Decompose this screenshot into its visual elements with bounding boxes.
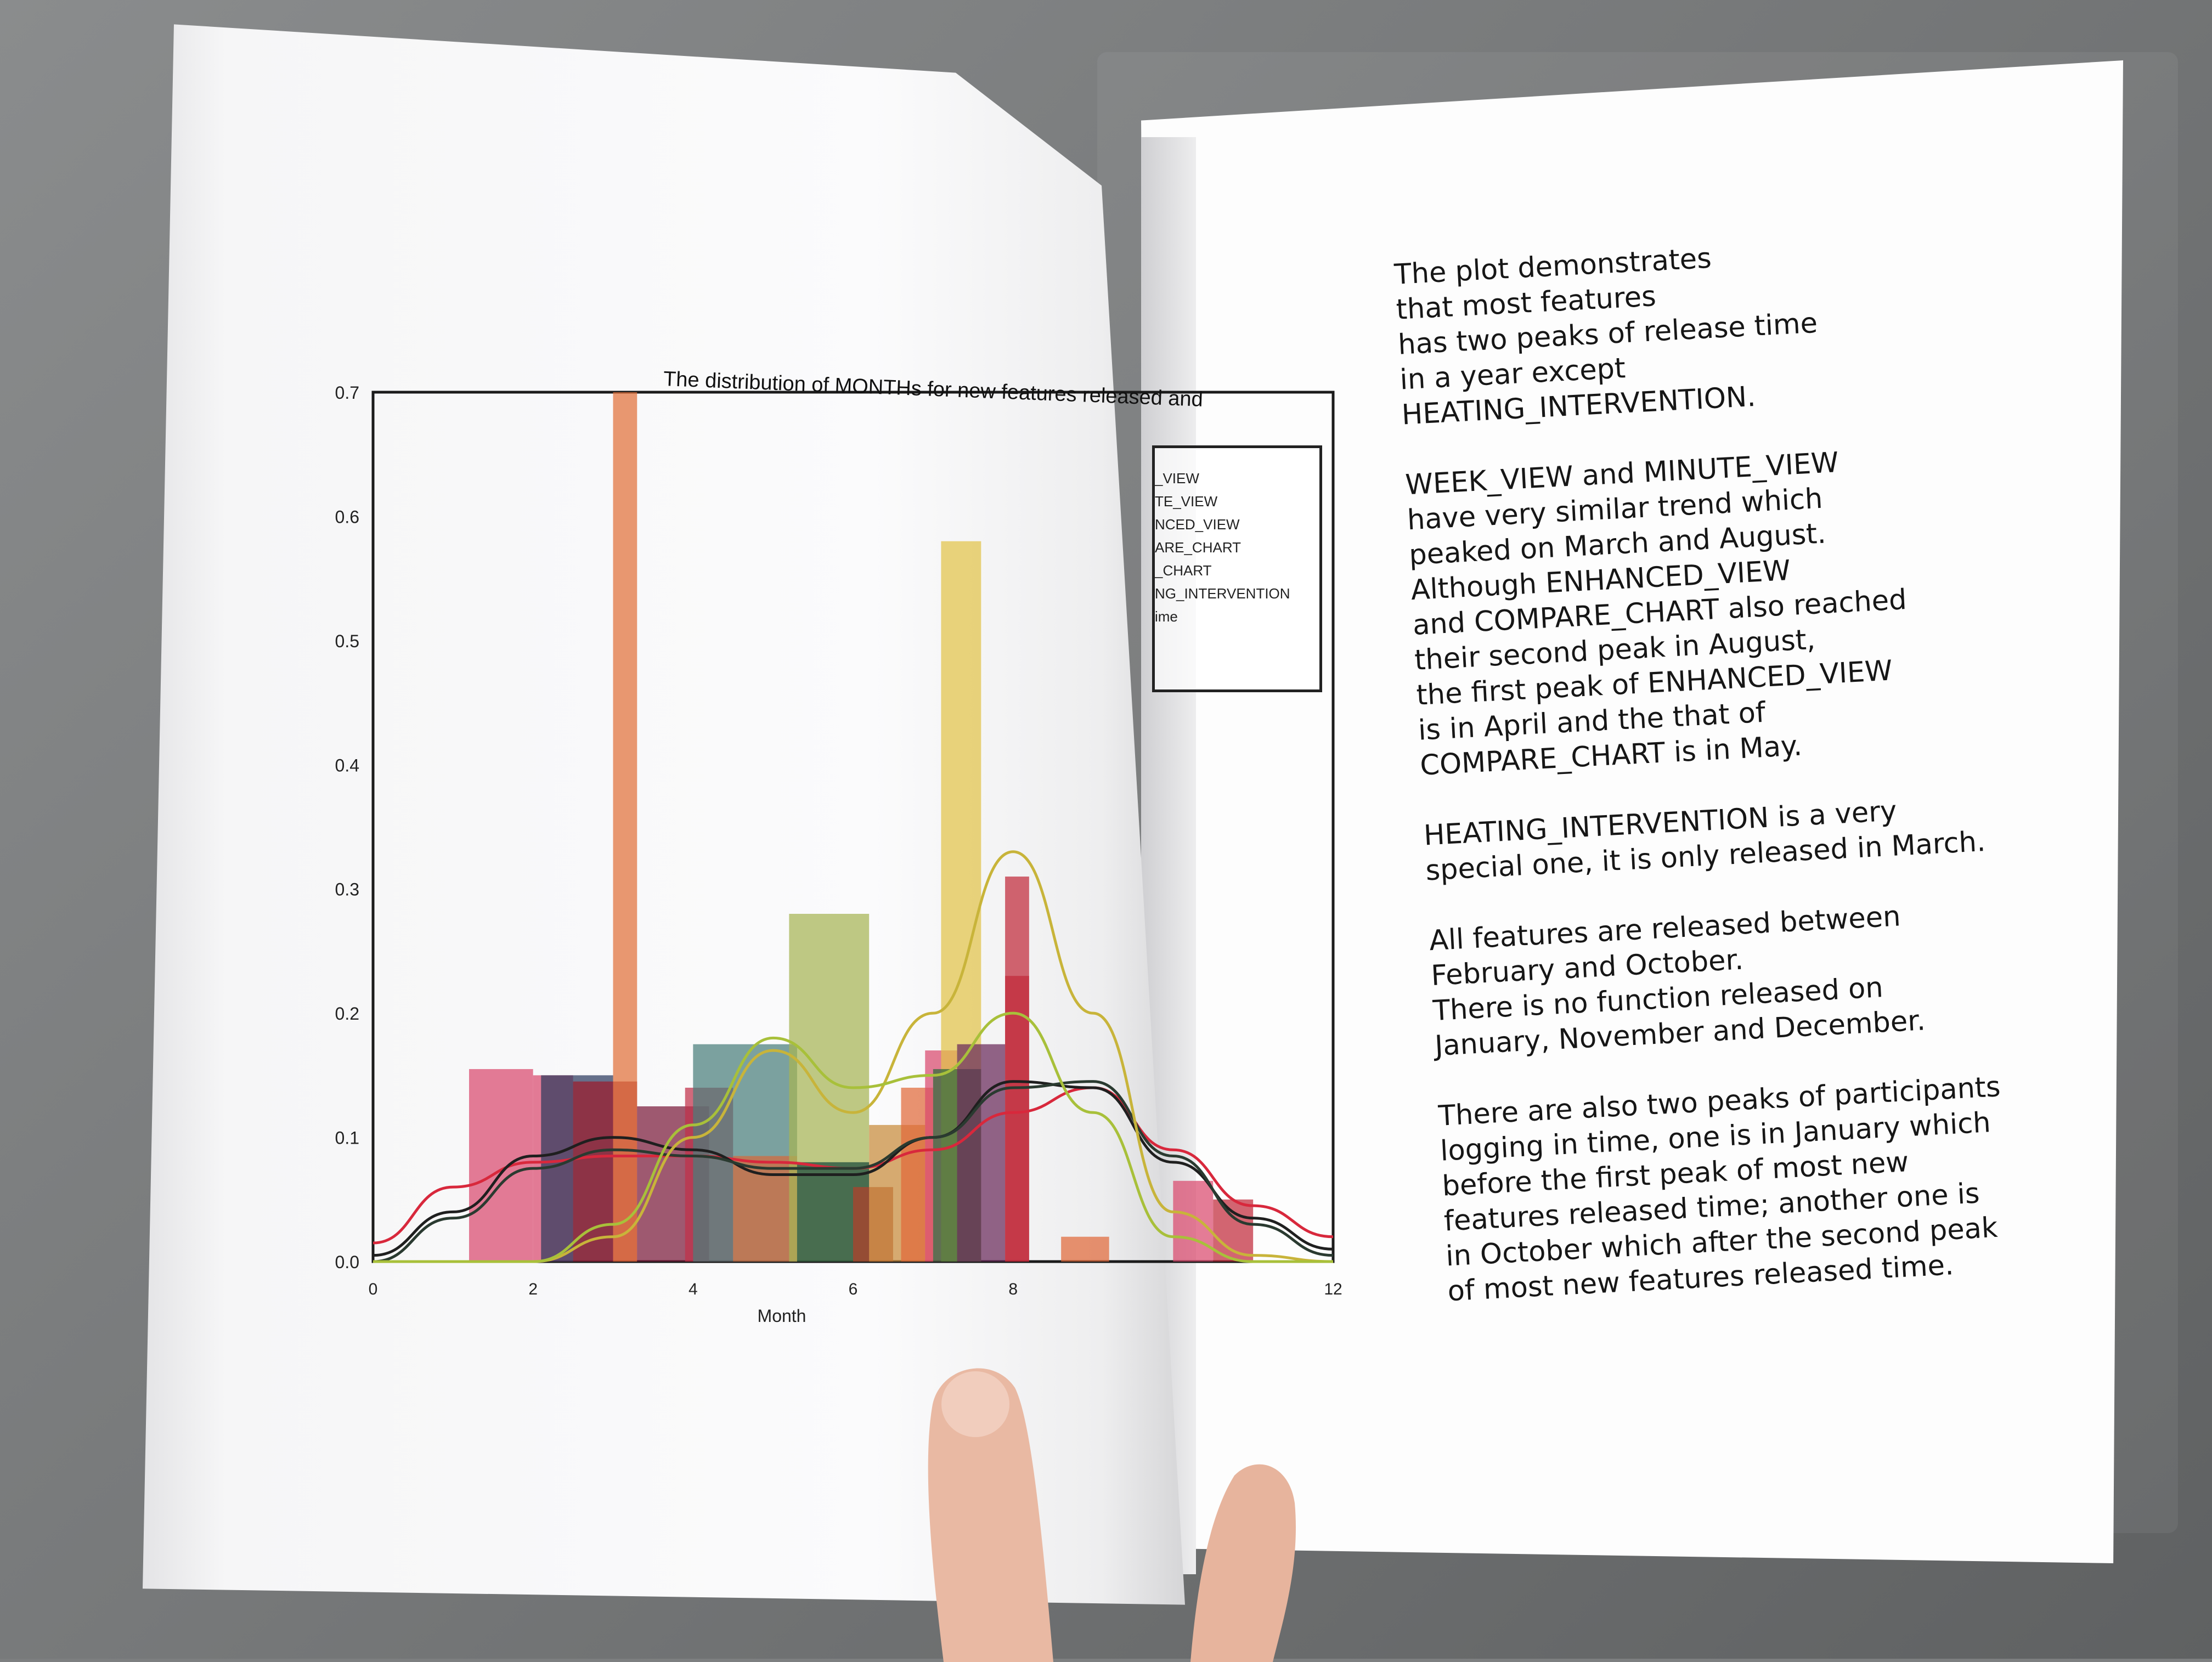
legend-entry: NG_INTERVENTION	[1155, 585, 1290, 602]
fingers-behind-page	[1190, 1464, 1296, 1662]
y-tick-label: 0.3	[335, 880, 359, 900]
note-paragraph: HEATING_INTERVENTION is a very special o…	[1423, 795, 1987, 887]
x-tick-label: 2	[528, 1280, 538, 1298]
legend-entry: NCED_VIEW	[1155, 516, 1240, 533]
y-tick-label: 0.5	[335, 631, 359, 651]
note-paragraph: All features are released between Februa…	[1428, 900, 1927, 1062]
x-tick-label: 12	[1324, 1280, 1342, 1298]
note-paragraph: The plot demonstrates that most features…	[1393, 242, 1819, 432]
histogram-bar	[613, 392, 637, 1262]
legend-entry: _CHART	[1155, 562, 1212, 579]
y-tick-label: 0.2	[335, 1004, 359, 1024]
y-tick-label: 0.4	[335, 755, 359, 775]
left-page	[143, 24, 1185, 1605]
density-curve	[373, 1086, 1334, 1245]
histogram-bar	[1005, 877, 1029, 1262]
x-tick-label: 6	[849, 1280, 858, 1298]
y-tick-label: 0.6	[335, 507, 359, 527]
note-paragraph: There are also two peaks of participants…	[1437, 1071, 2001, 1308]
density-curve	[373, 1011, 1333, 1263]
histogram-bar	[957, 1044, 1006, 1262]
y-tick-label: 0.0	[335, 1252, 359, 1272]
histogram-bar	[1173, 1180, 1214, 1262]
explanation-text: The plot demonstrates that most features…	[1393, 225, 2064, 1344]
chart-legend: _VIEW TE_VIEW NCED_VIEW ARE_CHART _CHART…	[1152, 445, 1322, 692]
histogram-bar	[733, 1156, 797, 1262]
right-page	[1141, 60, 2123, 1563]
density-curve	[373, 850, 1334, 1263]
thumb-holding-page	[928, 1368, 1053, 1662]
histogram-bar	[469, 1069, 533, 1262]
x-tick-label: 0	[369, 1280, 378, 1298]
legend-entry: _VIEW	[1155, 470, 1199, 487]
x-tick-label: 8	[1008, 1280, 1018, 1298]
legend-entry: TE_VIEW	[1155, 493, 1218, 510]
note-paragraph: WEEK_VIEW and MINUTE_VIEW have very simi…	[1404, 446, 1908, 782]
density-curve	[373, 1080, 1334, 1257]
x-tick-label: 4	[689, 1280, 698, 1298]
histogram-bar	[1061, 1236, 1109, 1262]
density-curve	[373, 1080, 1334, 1263]
y-tick-label: 0.1	[335, 1128, 359, 1148]
legend-entry: ARE_CHART	[1155, 539, 1242, 556]
legend-entry: ime	[1155, 608, 1178, 625]
y-tick-label: 0.7	[335, 383, 359, 403]
x-axis-label: Month	[758, 1306, 806, 1326]
